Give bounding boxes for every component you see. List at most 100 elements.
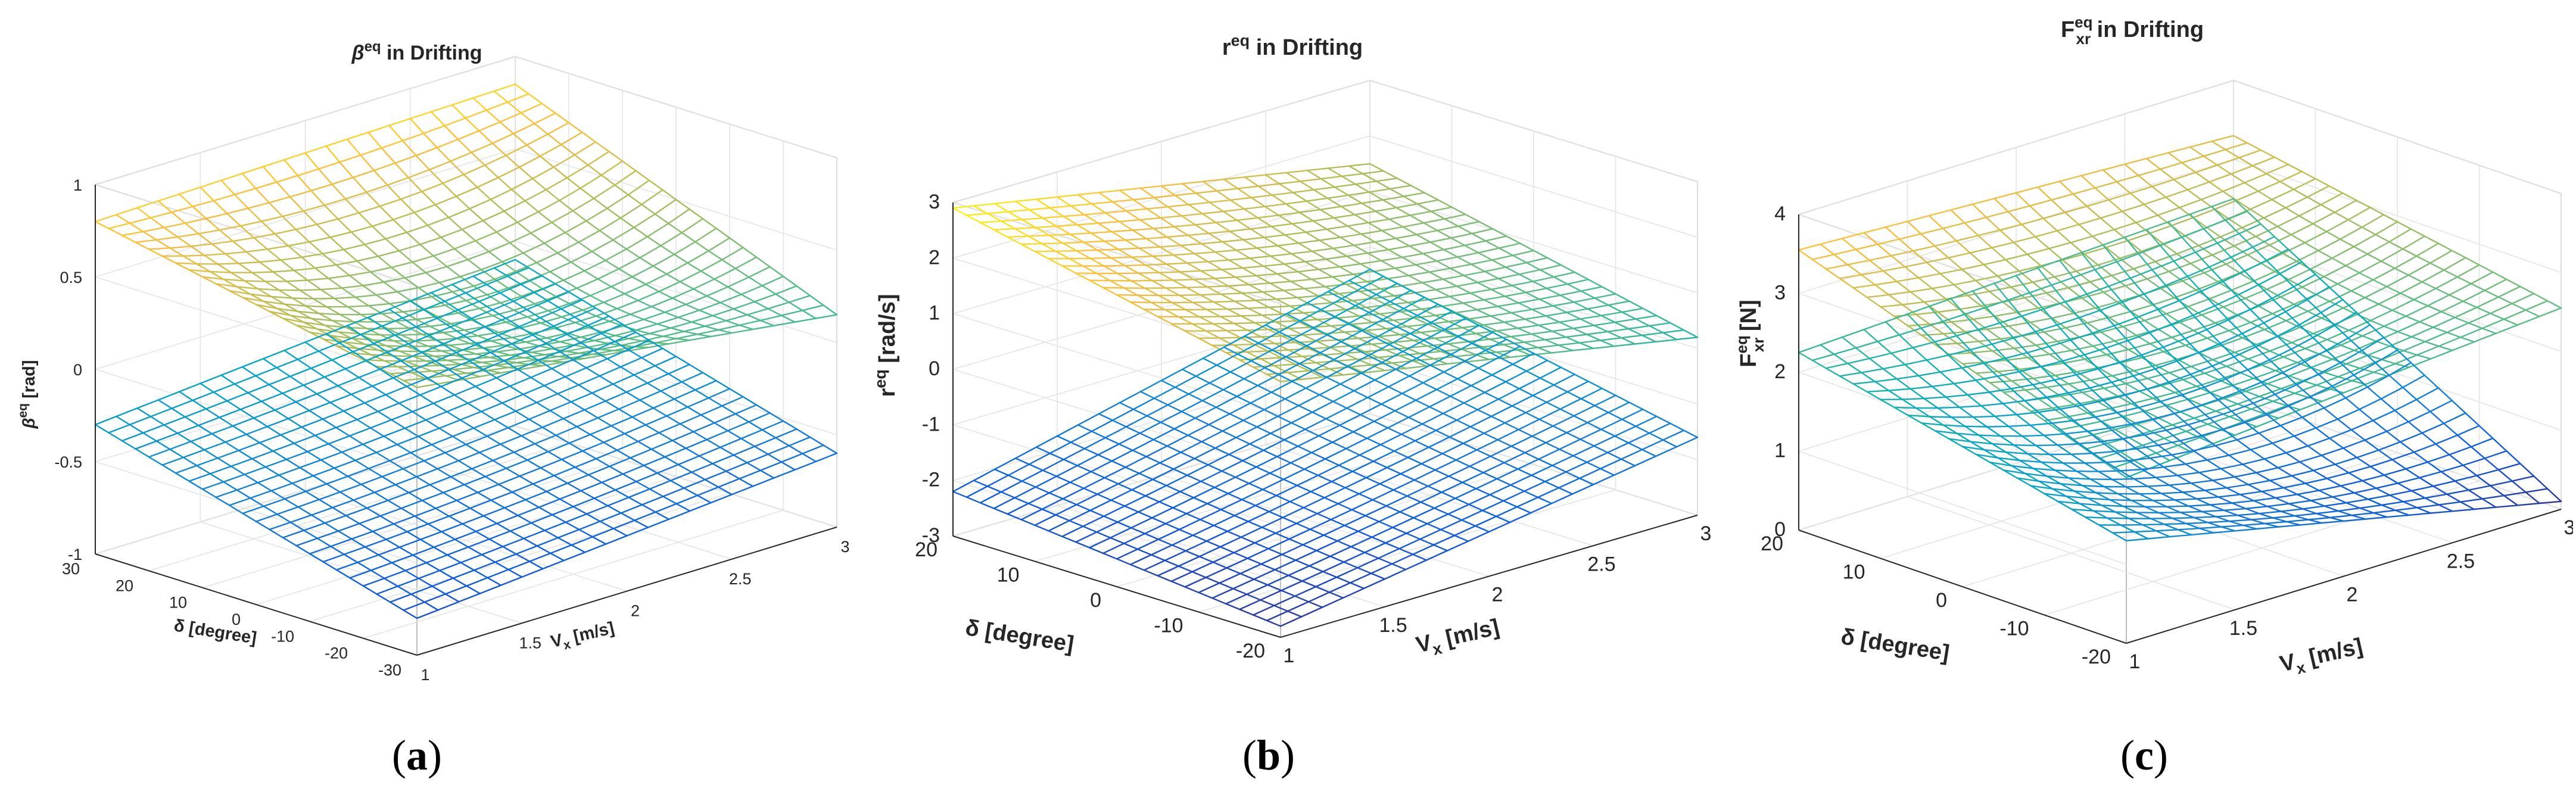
surface-upper-mesh-segment xyxy=(329,231,352,238)
surface-upper-mesh-segment xyxy=(1469,318,1484,326)
surface-upper-mesh-segment xyxy=(1164,309,1179,318)
surface-upper-mesh-segment xyxy=(409,117,425,135)
surface-upper-mesh-segment xyxy=(2158,417,2173,426)
surface-lower-mesh-segment xyxy=(510,334,534,345)
surface-upper-mesh-segment xyxy=(1934,240,1957,247)
surface-upper-mesh-segment xyxy=(442,182,457,197)
surface-upper-mesh-segment xyxy=(505,154,520,168)
surface-lower-mesh-segment xyxy=(1421,453,1443,465)
surface-upper-mesh-segment xyxy=(555,112,570,124)
surface-upper-mesh-segment xyxy=(468,358,482,363)
surface-upper-mesh-segment xyxy=(497,176,513,191)
surface-upper-mesh-segment xyxy=(566,177,581,189)
surface-upper-mesh-segment xyxy=(276,181,291,198)
surface-lower-mesh-segment xyxy=(1295,513,1318,524)
surface-upper-mesh-segment xyxy=(775,285,798,295)
surface-lower-mesh-segment xyxy=(494,419,509,429)
surface-lower-mesh-segment xyxy=(1199,519,1215,527)
surface-upper-mesh-segment xyxy=(1220,292,1243,295)
surface-lower-mesh-segment xyxy=(1256,466,1271,474)
surface-lower-mesh-segment xyxy=(532,334,547,344)
surface-upper-mesh-segment xyxy=(1263,263,1285,267)
surface-lower-mesh-segment xyxy=(1063,448,1085,460)
surface-upper-mesh-segment xyxy=(1409,241,1431,247)
surface-upper-mesh-segment xyxy=(1223,178,1239,189)
surface-upper-mesh-segment xyxy=(427,345,443,352)
surface-upper-mesh-segment xyxy=(148,247,171,250)
surface-lower-mesh-segment xyxy=(418,569,441,580)
surface-lower-mesh-segment xyxy=(1523,490,1539,499)
surface-upper-mesh-segment xyxy=(1152,256,1167,265)
surface-upper-mesh-segment xyxy=(1139,185,1163,189)
surface-lower-mesh-segment xyxy=(465,435,488,446)
surface-upper-mesh-segment xyxy=(578,230,600,243)
surface-upper-mesh-segment xyxy=(1180,213,1203,217)
surface-upper-mesh-segment xyxy=(1062,241,1085,244)
surface-lower-mesh-segment xyxy=(257,474,280,484)
surface-upper-mesh-segment xyxy=(1463,270,1486,276)
surface-upper-mesh-segment xyxy=(425,266,448,273)
surface-lower-mesh-segment xyxy=(1492,331,1507,340)
surface-lower-mesh-segment xyxy=(1537,487,1560,499)
surface-lower-mesh-segment xyxy=(260,400,276,411)
surface-upper-mesh-segment xyxy=(482,220,497,233)
surface-lower-mesh-segment xyxy=(440,385,456,396)
surface-upper-mesh-segment xyxy=(284,303,307,307)
surface-lower-mesh-segment xyxy=(289,375,304,386)
surface-lower-mesh-segment xyxy=(412,554,427,564)
surface-lower-mesh-segment xyxy=(1089,547,1104,555)
surface-upper-mesh-segment xyxy=(633,213,656,229)
surface-lower-mesh-segment xyxy=(169,441,192,450)
surface-upper-mesh-segment xyxy=(2070,345,2094,351)
surface-upper-mesh-segment xyxy=(2100,326,2124,333)
surface-upper-mesh-segment xyxy=(2234,351,2249,360)
surface-lower-mesh-segment xyxy=(239,400,263,410)
surface-lower-mesh-segment xyxy=(572,359,587,369)
surface-lower-mesh-segment xyxy=(739,478,754,487)
surface-lower-mesh-segment xyxy=(1456,378,1472,387)
surface-lower-mesh-segment xyxy=(788,445,803,454)
surface-lower-mesh-segment xyxy=(1289,491,1312,503)
surface-upper-mesh-segment xyxy=(1244,174,1267,178)
surface-lower-mesh-segment xyxy=(1553,384,1568,393)
surface-lower-mesh-segment xyxy=(329,393,352,403)
surface-upper-mesh-segment xyxy=(2279,170,2303,182)
surface-lower-mesh-segment xyxy=(478,451,494,462)
surface-upper-mesh-segment xyxy=(1553,276,1568,285)
surface-lower-mesh-segment xyxy=(1223,335,1246,348)
surface-upper-mesh-segment xyxy=(614,335,630,340)
surface-lower-mesh-segment xyxy=(1337,530,1359,542)
surface-upper-mesh-segment xyxy=(516,211,540,223)
grid-line xyxy=(95,461,418,563)
surface-lower-mesh-segment xyxy=(1372,450,1395,462)
surface-lower-mesh-segment xyxy=(1298,394,1320,407)
surface-upper-mesh-segment xyxy=(753,301,769,310)
surface-upper-mesh-segment xyxy=(295,223,318,231)
surface-upper-mesh-segment xyxy=(1021,219,1036,229)
surface-upper-mesh-segment xyxy=(2220,337,2244,347)
surface-lower-mesh-segment xyxy=(1097,443,1120,456)
surface-lower-mesh-segment xyxy=(1477,356,1500,369)
surface-upper-mesh-segment xyxy=(1242,236,1265,241)
surface-upper-mesh-segment xyxy=(1306,197,1328,202)
surface-upper-mesh-segment xyxy=(317,161,341,170)
surface-upper-mesh-segment xyxy=(263,300,278,310)
surface-lower-mesh-segment xyxy=(1299,309,1322,322)
surface-upper-mesh-segment xyxy=(385,345,400,352)
surface-lower-mesh-segment xyxy=(631,407,655,418)
surface-upper-mesh-segment xyxy=(1352,273,1368,282)
surface-upper-mesh-segment xyxy=(1256,247,1272,257)
surface-lower-mesh-segment xyxy=(666,415,681,425)
surface-upper-mesh-segment xyxy=(475,240,490,253)
surface-upper-mesh-segment xyxy=(1144,287,1160,297)
surface-lower-mesh-segment xyxy=(541,275,556,285)
surface-upper-mesh-segment xyxy=(1035,198,1051,209)
surface-lower-mesh-segment xyxy=(1205,567,1228,578)
surface-upper-mesh-segment xyxy=(1098,189,1121,194)
surface-upper-mesh-segment xyxy=(1327,165,1350,169)
surface-lower-mesh-segment xyxy=(619,366,635,376)
surface-lower-mesh-segment xyxy=(1552,465,1567,473)
surface-lower-mesh-segment xyxy=(1358,493,1373,501)
surface-lower-mesh-segment xyxy=(622,473,637,482)
surface-upper-mesh-segment xyxy=(1993,192,2017,200)
